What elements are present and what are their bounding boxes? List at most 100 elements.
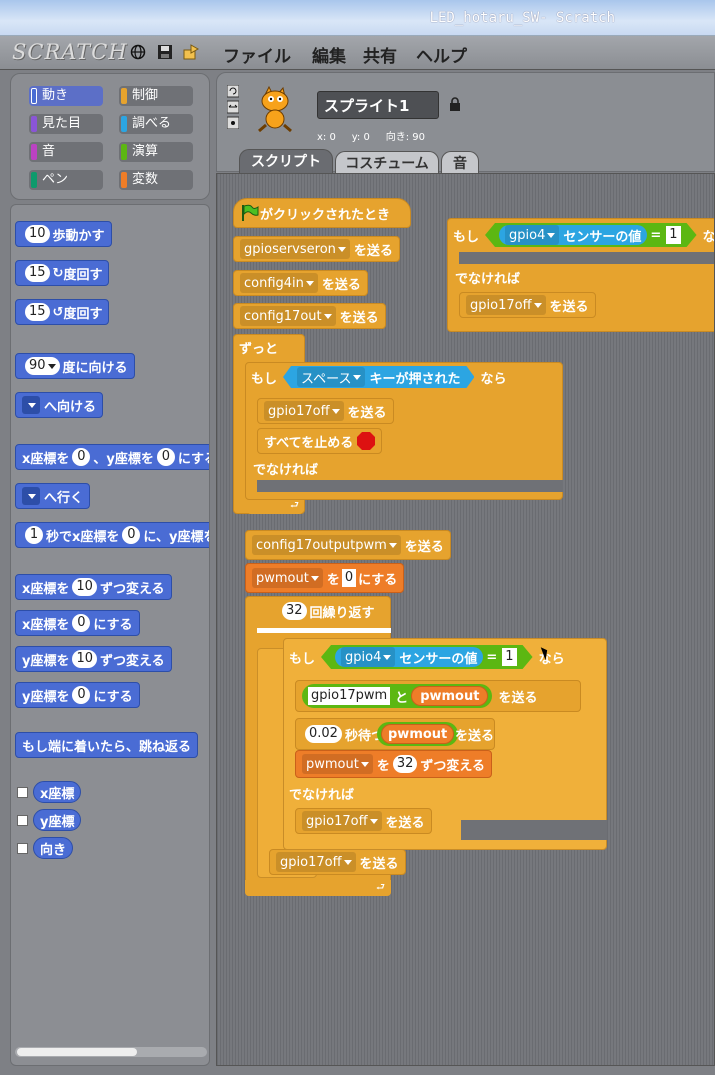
rotation-style-icons[interactable]	[227, 85, 239, 129]
category-variables[interactable]: 変数	[119, 170, 193, 190]
block-turn-right[interactable]: 15 ↻ 度回す	[15, 260, 110, 286]
variable-reporter[interactable]: pwmout	[411, 686, 489, 706]
sensor-value-reporter[interactable]: gpio4 センサーの値	[499, 225, 647, 245]
sprite-name-field[interactable]: スプライト1	[317, 91, 439, 119]
block-input[interactable]: 0	[72, 448, 91, 466]
save-icon[interactable]	[157, 44, 173, 60]
block-move-steps[interactable]: 10 歩動かす	[15, 221, 112, 247]
block-input[interactable]: 10	[72, 578, 97, 596]
checkbox-y-position[interactable]	[17, 815, 28, 826]
block-point-direction[interactable]: 90 度に向ける	[15, 353, 135, 379]
key-dropdown[interactable]: スペース	[297, 367, 365, 387]
menu-file[interactable]: ファイル	[223, 47, 291, 67]
block-input[interactable]: 0	[72, 686, 91, 704]
globe-icon[interactable]	[130, 44, 146, 60]
tab-sounds[interactable]: 音	[441, 151, 479, 175]
block-change-y[interactable]: y座標を 10 ずつ変える	[15, 646, 172, 672]
message-dropdown[interactable]: gpio17off	[276, 852, 356, 872]
lock-icon[interactable]	[449, 97, 461, 111]
block-input[interactable]: 15	[25, 264, 50, 282]
message-dropdown[interactable]: gpio17off	[302, 811, 382, 831]
variable-reporter-wrapper[interactable]: pwmout	[377, 722, 459, 746]
sensor-dropdown[interactable]: gpio4	[505, 225, 559, 245]
block-set-y[interactable]: y座標を 0 にする	[15, 682, 140, 708]
block-input[interactable]: 10	[72, 650, 98, 668]
equals-operator[interactable]: gpio4 センサーの値 = 1	[321, 645, 533, 669]
block-input[interactable]: 0	[72, 614, 91, 632]
block-goto[interactable]: へ行く	[15, 483, 91, 509]
change-variable-block[interactable]: pwmout を 32 ずつ変える	[295, 750, 493, 778]
stop-all-block[interactable]: すべてを止める	[257, 428, 383, 454]
block-input[interactable]: 32	[282, 602, 307, 620]
join-operator[interactable]: gpio17pwm と pwmout	[302, 684, 493, 708]
broadcast-block[interactable]: config17outputpwm を送る	[245, 530, 451, 560]
block-input[interactable]: 1	[666, 226, 680, 244]
category-control[interactable]: 制御	[119, 86, 193, 106]
broadcast-block[interactable]: config17out を送る	[233, 303, 386, 329]
reporter-direction[interactable]: 向き	[33, 837, 74, 859]
block-input[interactable]: 0.02	[305, 725, 342, 743]
block-input[interactable]: 15	[25, 303, 50, 321]
block-set-x[interactable]: x座標を 0 にする	[15, 610, 140, 636]
tab-scripts[interactable]: スクリプト	[239, 149, 333, 173]
message-dropdown[interactable]: gpio17off	[466, 295, 546, 315]
message-dropdown[interactable]: gpioservseron	[240, 239, 350, 259]
block-turn-left[interactable]: 15 ↺ 度回す	[15, 299, 110, 325]
broadcast-block[interactable]: gpio17off を送る	[257, 398, 394, 424]
checkbox-x-position[interactable]	[17, 787, 28, 798]
block-input[interactable]: 1	[502, 648, 516, 666]
message-dropdown[interactable]: config4in	[240, 273, 318, 293]
message-dropdown[interactable]: gpio17off	[264, 401, 344, 421]
reporter-x-position[interactable]: x座標	[33, 781, 82, 803]
menu-help[interactable]: ヘルプ	[416, 47, 467, 67]
block-bounce[interactable]: もし端に着いたら、跳ね返る	[15, 732, 199, 758]
category-sensing[interactable]: 調べる	[119, 114, 193, 134]
target-dropdown[interactable]	[22, 487, 40, 505]
category-looks[interactable]: 見た目	[29, 114, 103, 134]
broadcast-block[interactable]: gpio17off を送る	[295, 808, 432, 834]
message-dropdown[interactable]: config17out	[240, 306, 336, 326]
block-input[interactable]: 0	[341, 569, 357, 587]
category-motion[interactable]: 動き	[29, 86, 103, 106]
when-flag-clicked-hat[interactable]: がクリックされたとき	[233, 198, 411, 228]
message-dropdown[interactable]: config17outputpwm	[252, 535, 401, 555]
equals-operator[interactable]: gpio4 センサーの値 = 1	[485, 223, 697, 247]
menu-edit[interactable]: 編集	[312, 47, 346, 67]
checkbox-direction[interactable]	[17, 843, 28, 854]
scrollbar-thumb[interactable]	[17, 1048, 137, 1056]
block-change-x[interactable]: x座標を 10 ずつ変える	[15, 574, 172, 600]
broadcast-block[interactable]: gpio17off を送る	[269, 849, 406, 875]
block-text: x座標を	[22, 451, 70, 467]
share-icon[interactable]	[183, 44, 199, 60]
key-pressed-condition[interactable]: スペース キーが押された	[283, 366, 474, 388]
block-input[interactable]: 32	[392, 755, 418, 773]
tab-costumes[interactable]: コスチューム	[335, 151, 439, 175]
set-variable-block[interactable]: pwmout を 0 にする	[245, 563, 405, 593]
block-input[interactable]: 0	[122, 526, 141, 544]
variable-dropdown[interactable]: pwmout	[252, 568, 323, 588]
block-input[interactable]: gpio17pwm	[308, 687, 391, 705]
broadcast-block[interactable]: config4in を送る	[233, 270, 368, 296]
category-operators[interactable]: 演算	[119, 142, 193, 162]
broadcast-join-block[interactable]: gpio17pwm と pwmout を送る	[295, 680, 581, 712]
menu-share[interactable]: 共有	[363, 47, 397, 67]
broadcast-block[interactable]: gpioservseron を送る	[233, 236, 400, 262]
variable-dropdown[interactable]: pwmout	[302, 754, 373, 774]
category-sound[interactable]: 音	[29, 142, 103, 162]
block-glide[interactable]: 1 秒でx座標を 0 に、y座標を	[15, 522, 209, 548]
sensor-value-reporter[interactable]: gpio4 センサーの値	[335, 647, 483, 667]
block-point-towards[interactable]: へ向ける	[15, 392, 104, 418]
script-area[interactable]: がクリックされたとき gpioservseron を送る config4in を送る…	[216, 173, 715, 1066]
block-input[interactable]: 0	[156, 448, 175, 466]
reporter-y-position[interactable]: y座標	[33, 809, 82, 831]
target-dropdown[interactable]	[22, 396, 40, 414]
broadcast-block[interactable]: gpio17off を送る	[459, 292, 596, 318]
variable-reporter[interactable]: pwmout	[381, 724, 455, 744]
direction-dropdown[interactable]: 90	[25, 357, 60, 375]
block-input[interactable]: 1	[25, 526, 43, 544]
category-pen[interactable]: ペン	[29, 170, 103, 190]
block-input[interactable]: 10	[25, 225, 50, 243]
palette-scrollbar[interactable]	[15, 1047, 207, 1057]
sensor-dropdown[interactable]: gpio4	[341, 647, 395, 667]
